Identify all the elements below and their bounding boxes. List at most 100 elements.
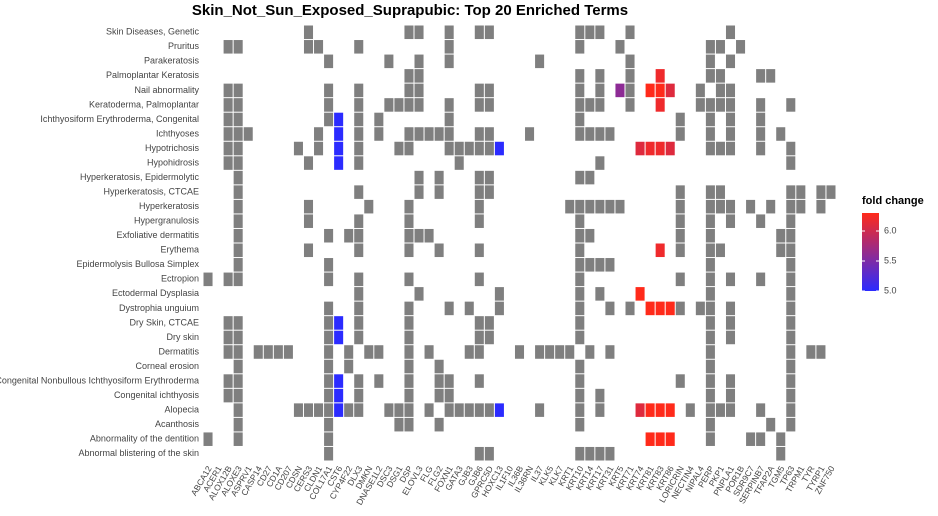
cell — [535, 345, 545, 359]
row-label: Congenital Nonbullous Ichthyosiform Eryt… — [0, 375, 199, 385]
cell — [303, 214, 314, 228]
cell — [424, 345, 434, 359]
cell — [223, 40, 233, 54]
cell — [665, 432, 675, 446]
cell — [223, 83, 233, 98]
cell — [705, 54, 715, 69]
cell — [414, 127, 424, 141]
cell — [715, 141, 725, 156]
cell — [756, 272, 766, 287]
cell — [575, 374, 585, 388]
cell — [575, 330, 585, 345]
cell — [645, 141, 655, 156]
cell — [635, 141, 645, 156]
cell — [585, 228, 595, 243]
cell — [605, 301, 615, 316]
cell — [474, 374, 484, 388]
cell — [404, 403, 414, 417]
cell — [725, 83, 736, 98]
cell — [705, 345, 715, 359]
cell — [464, 403, 474, 417]
cell — [394, 141, 404, 156]
cell — [635, 403, 645, 417]
cell — [725, 54, 736, 69]
cell — [434, 417, 444, 432]
cell — [223, 345, 233, 359]
cell — [705, 199, 715, 214]
row-label: Pruritus — [168, 41, 200, 51]
cell — [334, 403, 344, 417]
cell — [585, 25, 595, 40]
cell — [725, 112, 736, 127]
cell — [314, 403, 324, 417]
cell — [444, 25, 454, 40]
cell — [625, 69, 635, 83]
cell — [776, 243, 786, 258]
cell — [354, 98, 364, 112]
cell — [625, 301, 635, 316]
cell — [474, 83, 484, 98]
cell — [404, 228, 414, 243]
cell — [324, 432, 334, 446]
cell — [374, 374, 384, 388]
cell — [404, 83, 414, 98]
cell — [705, 330, 715, 345]
cell — [605, 127, 615, 141]
cell — [404, 345, 414, 359]
cell — [414, 69, 424, 83]
cell — [233, 272, 243, 287]
row-label: Erythema — [160, 245, 199, 255]
row-label: Hypergranulosis — [134, 216, 200, 226]
row-label: Abnormal blistering of the skin — [78, 448, 199, 458]
cell — [705, 316, 715, 330]
cell — [615, 199, 625, 214]
cell — [725, 141, 736, 156]
cell — [444, 40, 454, 54]
cell — [796, 199, 806, 214]
cell — [786, 243, 796, 258]
cell — [303, 40, 314, 54]
cell — [223, 272, 233, 287]
cell — [474, 214, 484, 228]
cell — [705, 214, 715, 228]
cell — [324, 301, 334, 316]
cell — [203, 432, 213, 446]
row-label: Ectodermal Dysplasia — [112, 288, 199, 298]
cell — [233, 127, 243, 141]
cell — [474, 272, 484, 287]
colorbar-tick-label: 6.0 — [884, 225, 897, 235]
cell — [525, 127, 535, 141]
cell — [585, 258, 595, 272]
row-label: Hyperkeratosis, Epidermolytic — [80, 172, 200, 182]
cell — [464, 345, 474, 359]
cell — [705, 432, 715, 446]
cell — [685, 403, 695, 417]
cell — [474, 127, 484, 141]
cell — [223, 316, 233, 330]
cell — [334, 141, 344, 156]
cell — [484, 330, 494, 345]
cell — [404, 25, 414, 40]
cell — [303, 403, 314, 417]
cell — [705, 272, 715, 287]
cell — [484, 83, 494, 98]
cell — [474, 185, 484, 199]
cell — [635, 287, 645, 301]
cell — [303, 25, 314, 40]
cell — [223, 156, 233, 170]
cell — [725, 199, 736, 214]
cell — [705, 141, 715, 156]
cell — [444, 403, 454, 417]
cell — [384, 98, 394, 112]
cell — [575, 403, 585, 417]
cell — [233, 403, 243, 417]
cell — [675, 243, 685, 258]
row-label: Hypohidrosis — [147, 157, 200, 167]
row-label: Corneal erosion — [135, 361, 199, 371]
cell — [575, 214, 585, 228]
cell — [655, 69, 665, 83]
cell — [404, 214, 414, 228]
cell — [223, 112, 233, 127]
cell — [223, 141, 233, 156]
cell — [625, 25, 635, 40]
